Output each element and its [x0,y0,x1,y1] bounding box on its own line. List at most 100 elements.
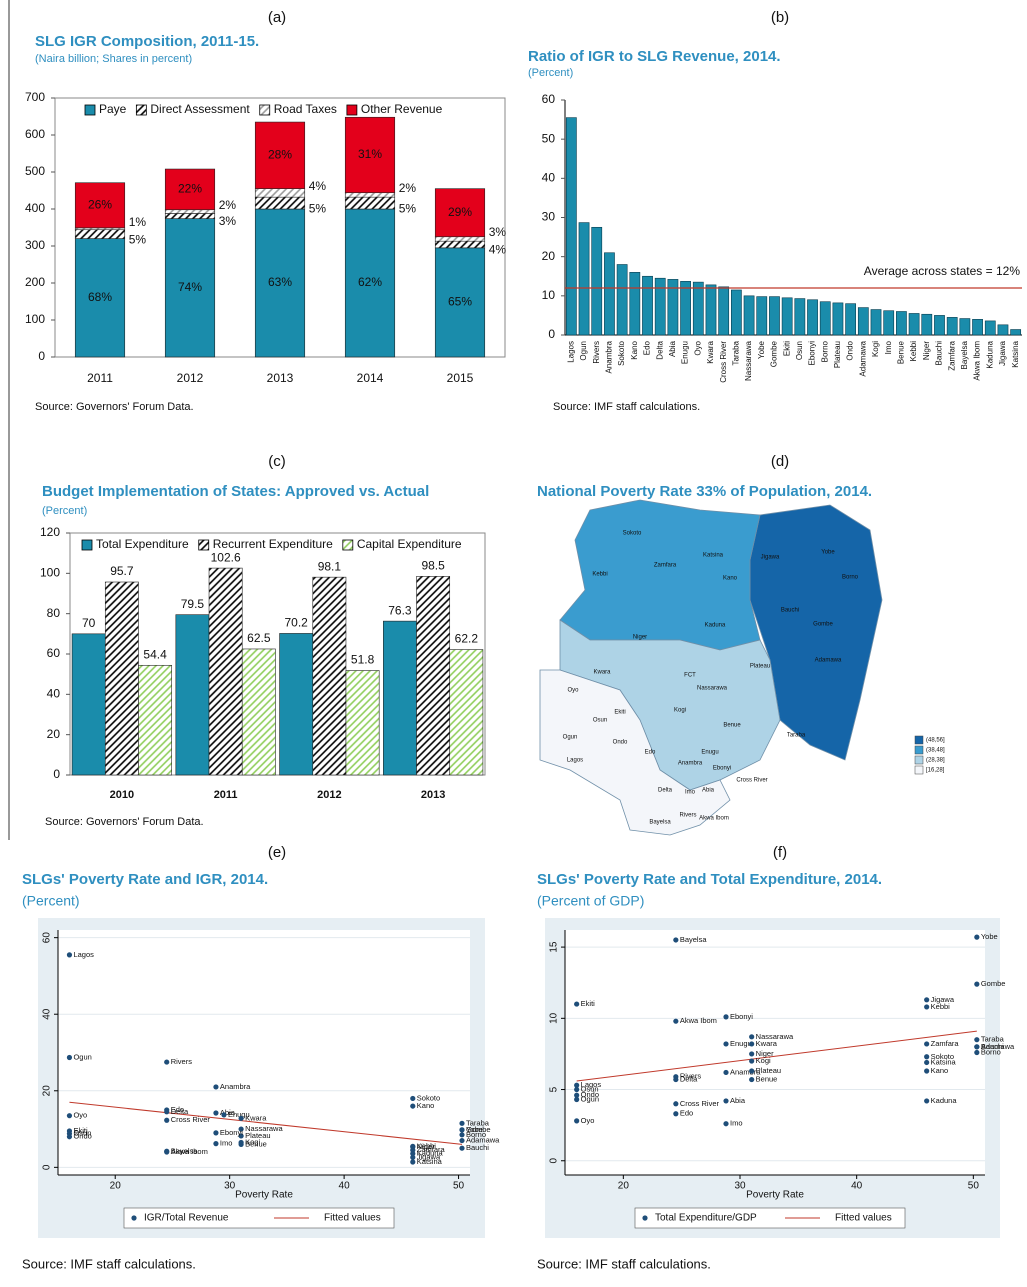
bar [857,307,869,336]
bar-segment [434,236,486,242]
state-label: Taraba [787,733,806,739]
bar-segment [254,208,306,358]
fit-line [69,1101,463,1145]
bar [383,620,417,776]
state-label: Oyo [567,688,579,694]
state-label: Kwara [593,670,611,676]
chart-subtitle: (Percent) [42,505,87,517]
state-label: Niger [633,635,647,641]
point-label: Edo [680,1109,693,1118]
point-label: Enugu [228,1110,250,1119]
point [924,1098,930,1104]
point-label: Sokoto [417,1093,440,1102]
value-label: 74% [178,280,202,294]
x-tick-label: 40 [339,1181,351,1192]
state-label: FCT [684,673,696,679]
bar [104,581,139,776]
bar-segment [344,192,396,198]
state-label: Ebonyi [713,766,731,772]
bar-segment [344,208,396,358]
legend-label: (48,56] [926,738,945,744]
y-tick-label: 0 [549,1158,560,1164]
x-tick-label: Benue [897,340,906,364]
bar-segment [434,240,486,249]
bar [845,303,857,336]
value-label: 63% [268,275,292,289]
state-label: Bayelsa [649,820,671,826]
point [213,1141,219,1147]
point-label: Oyo [73,1111,87,1120]
state-label: Adamawa [815,658,842,664]
y-tick-label: 20 [42,1085,53,1097]
point-label: Katsina [931,1057,957,1066]
point-label: Kano [931,1066,949,1075]
point [459,1137,465,1144]
point [574,1086,580,1093]
x-tick-label: Kebbi [909,341,918,362]
point [749,1051,755,1057]
x-tick-label: 2011 [214,789,238,801]
legend-box [634,1207,906,1229]
point [574,1001,580,1007]
bar [794,298,806,336]
point [723,1014,729,1020]
chart-subtitle: (Percent of GDP) [537,893,644,909]
legend-label: (38,48] [926,748,945,754]
y-tick-label: 40 [542,171,556,185]
point-label: Zamfara [931,1039,960,1048]
state-label: Zamfara [654,563,677,569]
point [164,1059,170,1065]
value-label: 102.6 [211,550,241,564]
x-tick-label: 40 [851,1181,863,1192]
point-label: Bayelsa [680,935,708,944]
bar [312,576,347,776]
legend-swatch [914,735,924,745]
legend-swatch [342,539,354,551]
state-label: Borno [842,575,859,581]
point-label: Adamawa [981,1042,1015,1051]
x-tick-label: Sokoto [617,340,626,365]
state-label: Lagos [567,758,583,764]
point [238,1115,244,1121]
bar-segment [254,196,306,210]
point-label: Adamawa [466,1136,500,1145]
point-label: Ondo [581,1090,599,1099]
legend-label: Total Expenditure [96,537,189,551]
x-tick-label: Plateau [833,341,842,368]
x-tick-label: Cross River [719,341,728,383]
legend-swatch [81,539,93,551]
value-label: 3% [219,214,237,228]
y-tick-label: 200 [25,275,45,289]
point [410,1150,416,1157]
legend-label: (28,38] [926,758,945,764]
value-label: 28% [268,148,292,162]
legend-label: Direct Assessment [150,102,250,116]
point-label: Imo [220,1139,233,1148]
y-tick-label: 500 [25,164,45,178]
value-label: 2% [399,181,417,195]
x-tick-label: Delta [655,340,664,359]
legend-swatch [84,104,96,116]
y-tick-label: 60 [542,92,556,106]
x-axis-label: Poverty Rate [235,1190,293,1201]
bar [642,275,653,336]
bar [781,297,793,336]
map-zone [539,669,731,836]
bar [946,317,958,336]
point [749,1058,755,1064]
bar [984,320,996,336]
point [574,1118,580,1124]
state-label: Ekiti [614,710,625,716]
state-label: Plateau [750,664,770,670]
bar [565,117,577,336]
state-label: Kogi [674,708,686,714]
legend-label: IGR/Total Revenue [144,1213,229,1224]
x-tick-label: Bauchi [935,341,944,366]
y-tick-label: 5 [549,1086,560,1092]
legend-swatch [346,104,358,116]
source-note: Source: IMF staff calculations. [553,401,700,413]
y-tick-label: 10 [549,1012,560,1024]
point-label: Enugu [730,1039,752,1048]
bar [138,664,172,776]
x-tick-label: Kwara [706,340,715,363]
